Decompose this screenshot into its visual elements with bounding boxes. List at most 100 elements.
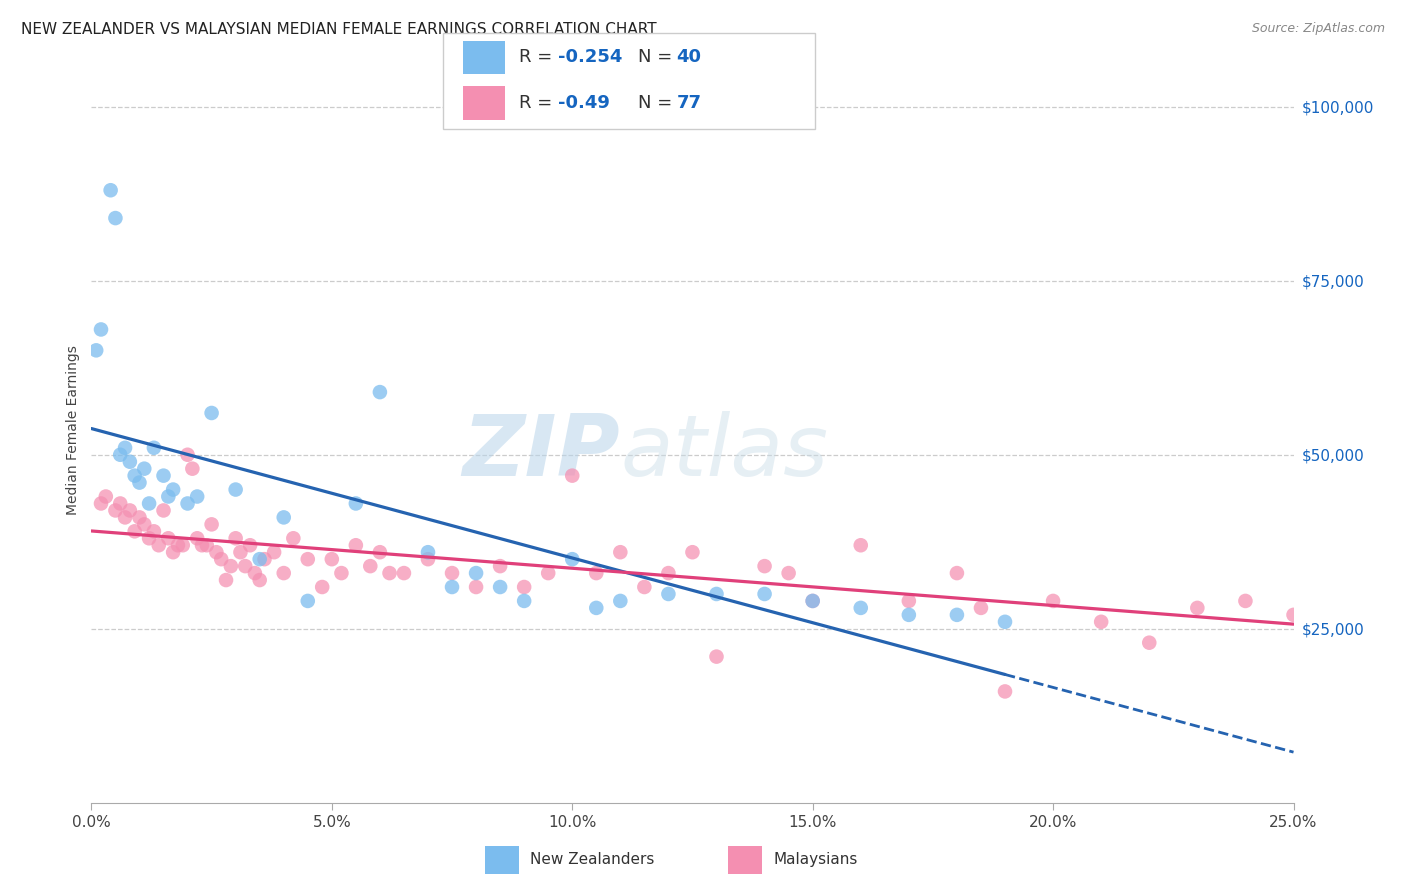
Point — [191, 538, 214, 552]
Point — [114, 510, 136, 524]
Point — [489, 559, 512, 574]
Text: R =: R = — [519, 94, 558, 112]
Text: ZIP: ZIP — [463, 411, 620, 494]
Point — [205, 545, 228, 559]
Point — [195, 538, 218, 552]
Point — [90, 322, 112, 336]
Point — [157, 531, 180, 545]
Point — [233, 559, 256, 574]
Point — [249, 573, 271, 587]
Point — [706, 587, 728, 601]
Point — [142, 441, 165, 455]
Point — [1234, 594, 1257, 608]
Point — [249, 552, 271, 566]
Text: R =: R = — [519, 48, 558, 67]
Point — [440, 580, 463, 594]
Point — [1378, 607, 1400, 622]
Point — [100, 183, 122, 197]
Point — [440, 566, 463, 580]
Point — [110, 448, 132, 462]
Point — [368, 385, 391, 400]
Point — [801, 594, 824, 608]
Point — [633, 580, 655, 594]
Text: -0.254: -0.254 — [558, 48, 623, 67]
Point — [321, 552, 343, 566]
Point — [849, 600, 872, 615]
Point — [368, 545, 391, 559]
Point — [263, 545, 285, 559]
Point — [215, 573, 238, 587]
Point — [84, 343, 107, 358]
Point — [225, 483, 247, 497]
Point — [104, 503, 127, 517]
Point — [1042, 594, 1064, 608]
Point — [152, 503, 174, 517]
Point — [513, 594, 536, 608]
Point — [609, 594, 631, 608]
Point — [609, 545, 631, 559]
Point — [297, 594, 319, 608]
Text: NEW ZEALANDER VS MALAYSIAN MEDIAN FEMALE EARNINGS CORRELATION CHART: NEW ZEALANDER VS MALAYSIAN MEDIAN FEMALE… — [21, 22, 657, 37]
Point — [946, 607, 969, 622]
Point — [273, 510, 295, 524]
Point — [118, 455, 141, 469]
Point — [114, 441, 136, 455]
Point — [138, 496, 160, 510]
Point — [585, 600, 607, 615]
Point — [200, 406, 222, 420]
Text: atlas: atlas — [620, 411, 828, 494]
Point — [392, 566, 415, 580]
Point — [1090, 615, 1112, 629]
Point — [104, 211, 127, 225]
Point — [134, 461, 156, 475]
Point — [110, 496, 132, 510]
Point — [994, 615, 1017, 629]
Point — [561, 552, 583, 566]
Point — [1137, 636, 1160, 650]
Point — [657, 587, 679, 601]
Point — [124, 468, 146, 483]
Point — [1187, 600, 1209, 615]
Point — [537, 566, 560, 580]
Point — [209, 552, 232, 566]
Point — [297, 552, 319, 566]
Point — [162, 483, 184, 497]
Point — [754, 559, 776, 574]
Point — [1306, 607, 1329, 622]
Point — [142, 524, 165, 539]
Point — [416, 545, 439, 559]
Point — [157, 490, 180, 504]
Point — [176, 496, 198, 510]
Text: Malaysians: Malaysians — [773, 853, 858, 867]
Point — [754, 587, 776, 601]
Point — [801, 594, 824, 608]
Point — [200, 517, 222, 532]
Text: -0.49: -0.49 — [558, 94, 610, 112]
Point — [243, 566, 266, 580]
Point — [513, 580, 536, 594]
Point — [148, 538, 170, 552]
Point — [778, 566, 800, 580]
Point — [124, 524, 146, 539]
Point — [176, 448, 198, 462]
Point — [970, 600, 993, 615]
Point — [90, 496, 112, 510]
Point — [253, 552, 276, 566]
Point — [561, 468, 583, 483]
Point — [378, 566, 401, 580]
Point — [229, 545, 252, 559]
Point — [897, 607, 920, 622]
Point — [186, 531, 208, 545]
Y-axis label: Median Female Earnings: Median Female Earnings — [66, 345, 80, 516]
Point — [585, 566, 607, 580]
Point — [134, 517, 156, 532]
Point — [172, 538, 194, 552]
Point — [128, 475, 150, 490]
Point — [128, 510, 150, 524]
Point — [283, 531, 305, 545]
Point — [897, 594, 920, 608]
Point — [465, 580, 488, 594]
Point — [162, 545, 184, 559]
Point — [849, 538, 872, 552]
Point — [489, 580, 512, 594]
